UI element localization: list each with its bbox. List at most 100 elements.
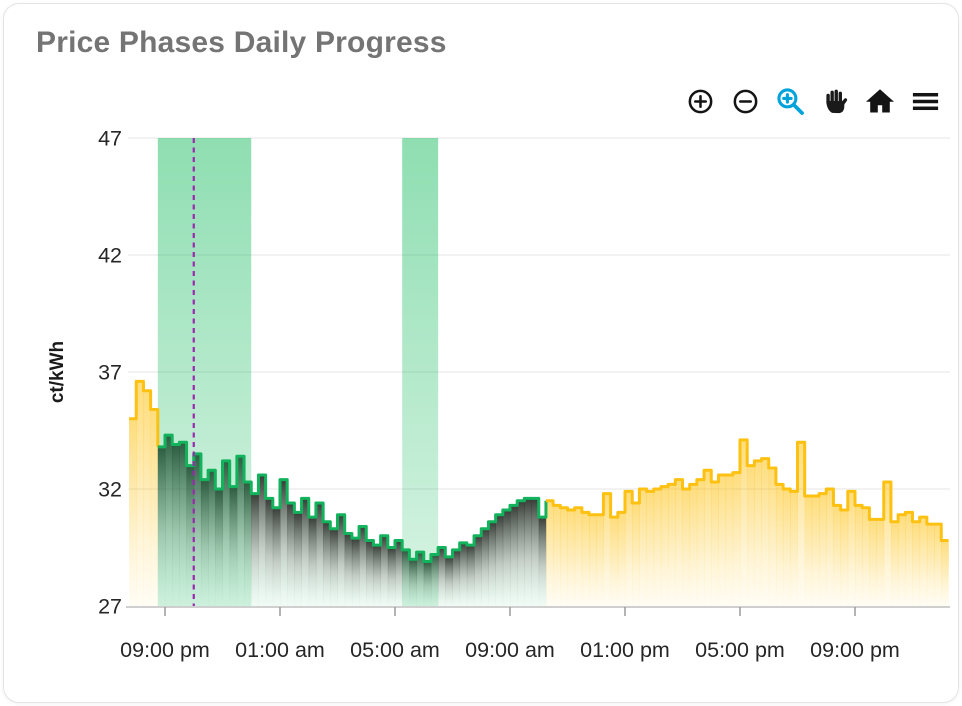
fill-column [474, 535, 482, 607]
menu-button[interactable] [908, 84, 942, 118]
fill-column [768, 467, 777, 607]
fill-column [567, 510, 576, 607]
fill-column [251, 493, 259, 607]
fill-column [804, 496, 813, 607]
fill-column [301, 498, 310, 607]
fill-column [351, 538, 360, 607]
fill-column [639, 489, 647, 607]
fill-column [718, 474, 727, 607]
fill-column [287, 503, 295, 607]
fill-column [711, 481, 719, 607]
fill-column [811, 496, 820, 607]
fill-column [625, 491, 633, 607]
reset-view-button[interactable] [863, 84, 897, 118]
fill-column [581, 512, 590, 607]
fill-column [387, 547, 396, 607]
fill-column [754, 460, 762, 607]
y-tick-label: 32 [98, 478, 122, 502]
y-tick-label: 27 [98, 595, 122, 619]
chart-toolbar [683, 84, 942, 118]
price-step-line-green-segment [157, 433, 548, 564]
fill-column [143, 390, 152, 607]
fill-column [617, 512, 626, 607]
fill-column [876, 519, 885, 607]
fill-column [646, 491, 655, 607]
x-tick-label: 01:00 am [235, 638, 325, 662]
zoom-in-icon [688, 89, 712, 113]
fill-column [373, 545, 382, 607]
fill-column [438, 547, 446, 607]
fill-column [524, 498, 532, 607]
fill-column [898, 514, 906, 607]
fill-column [833, 505, 842, 607]
box-zoom-button[interactable] [773, 84, 807, 118]
fill-column [819, 493, 827, 607]
fill-column [610, 517, 619, 607]
fill-column [294, 512, 302, 607]
fill-column [869, 519, 877, 607]
price-step-line-yellow-segment-start [129, 379, 160, 447]
fill-column [847, 491, 856, 607]
fill-column [495, 514, 504, 607]
fill-column [452, 549, 461, 607]
fill-column [862, 507, 870, 607]
fill-column [380, 535, 389, 607]
fill-column [574, 507, 583, 607]
fill-column [596, 514, 604, 607]
fill-column [725, 474, 734, 607]
fill-column [747, 465, 755, 607]
fill-column [323, 521, 331, 607]
fill-column [337, 514, 346, 607]
fill-column [459, 542, 468, 607]
zoom-out-icon [733, 89, 757, 113]
hamburger-menu-icon [912, 92, 938, 110]
fill-column [445, 556, 453, 607]
pan-button[interactable] [818, 84, 852, 118]
fill-column [308, 517, 317, 607]
fill-column [682, 489, 691, 607]
fill-column [502, 510, 511, 607]
fill-column [926, 524, 935, 607]
y-tick-label: 42 [98, 244, 122, 268]
fill-column [589, 514, 597, 607]
fill-column [883, 481, 892, 607]
fill-column [553, 505, 561, 607]
fill-column [466, 545, 475, 607]
fill-column [740, 439, 748, 607]
fill-column [689, 484, 698, 607]
fill-column [732, 472, 741, 607]
fill-column [653, 489, 662, 607]
zoom-out-button[interactable] [728, 84, 762, 118]
fill-column [150, 409, 159, 607]
zoom-in-button[interactable] [683, 84, 717, 118]
fill-column [265, 498, 274, 607]
fill-column [510, 505, 518, 607]
fill-column [272, 507, 281, 607]
x-tick-label: 09:00 pm [810, 638, 900, 662]
x-tick-label: 05:00 am [350, 638, 440, 662]
fill-column [129, 418, 137, 607]
fill-column [538, 517, 547, 607]
fill-column [783, 489, 791, 607]
fill-column [826, 489, 834, 607]
fill-column [488, 521, 497, 607]
hand-pan-icon [825, 89, 847, 113]
fill-column [344, 533, 353, 607]
fill-column [797, 442, 806, 607]
fill-column [315, 503, 324, 607]
y-axis-label: ct/kWh [47, 341, 68, 403]
fill-column [941, 540, 949, 607]
fill-column [855, 505, 863, 607]
fill-column [366, 540, 374, 607]
fill-column [330, 528, 338, 607]
fill-column [696, 479, 705, 607]
x-tick-label: 05:00 pm [695, 638, 785, 662]
fill-column [704, 470, 712, 607]
fill-column [531, 498, 540, 607]
fill-column [395, 540, 403, 607]
fill-column [517, 500, 525, 607]
highlight-band [157, 138, 252, 607]
highlight-band [402, 138, 439, 607]
fill-column [660, 486, 669, 607]
